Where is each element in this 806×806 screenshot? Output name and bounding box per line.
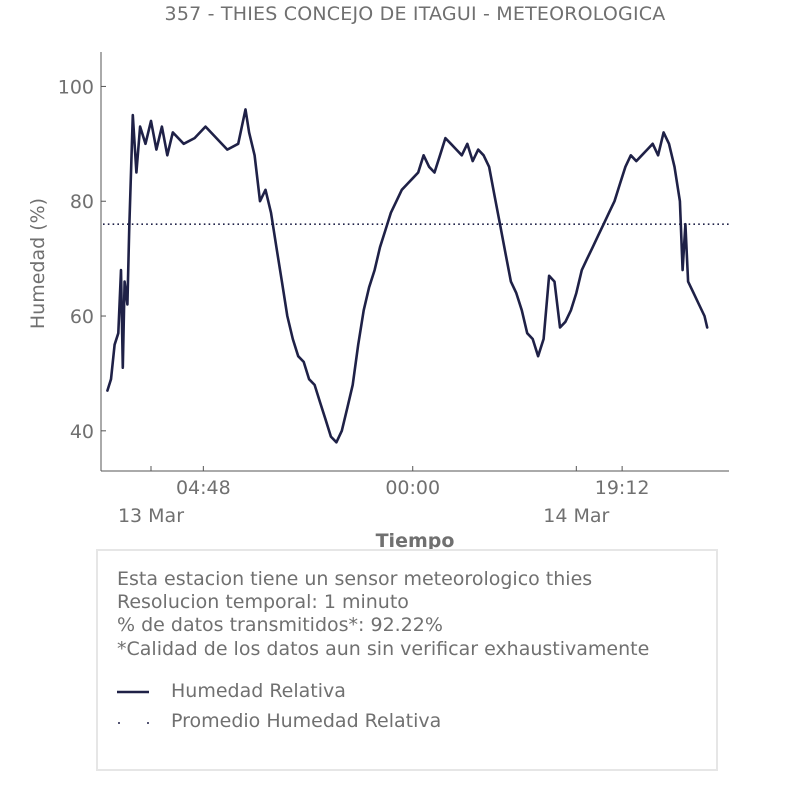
y-axis-title: Humedad (%) bbox=[27, 198, 49, 329]
info-quality-line: *Calidad de los datos aun sin verificar … bbox=[117, 638, 650, 660]
humidity-chart: 40 60 80 100 Humedad (%) 04:48 00:00 19:12 13 Ma… bbox=[27, 52, 729, 527]
info-resolution-line: Resolucion temporal: 1 minuto bbox=[117, 591, 409, 613]
chart-axes bbox=[100, 52, 729, 472]
legend-label-average: Promedio Humedad Relativa bbox=[171, 710, 442, 732]
x-axis-title: Tiempo bbox=[375, 530, 455, 552]
x-date-label: 14 Mar bbox=[543, 505, 609, 527]
chart-title: 357 - THIES CONCEJO DE ITAGUI - METEOROL… bbox=[164, 3, 666, 25]
humidity-series-line bbox=[106, 108, 709, 444]
legend-solid-line-icon bbox=[117, 690, 149, 694]
y-tick-label: 100 bbox=[58, 76, 94, 98]
x-date-label: 13 Mar bbox=[118, 505, 184, 527]
x-tick-label: 00:00 bbox=[385, 477, 440, 499]
x-tick-label: 04:48 bbox=[176, 477, 231, 499]
chart-marks bbox=[103, 108, 729, 444]
legend-dotted-line-icon bbox=[118, 722, 149, 724]
info-legend-panel: Esta estacion tiene un sensor meteorolog… bbox=[96, 549, 718, 771]
x-tick-label: 19:12 bbox=[595, 477, 650, 499]
y-tick-label: 60 bbox=[70, 306, 94, 328]
chart-labels: 40 60 80 100 Humedad (%) 04:48 00:00 19:12 13 Ma… bbox=[27, 76, 650, 527]
info-sensor-line: Esta estacion tiene un sensor meteorolog… bbox=[117, 568, 593, 590]
info-transmitted-line: % de datos transmitidos*: 92.22% bbox=[117, 614, 443, 636]
y-tick-label: 40 bbox=[70, 421, 94, 443]
y-tick-label: 80 bbox=[70, 191, 94, 213]
legend-label-humidity: Humedad Relativa bbox=[171, 680, 346, 702]
